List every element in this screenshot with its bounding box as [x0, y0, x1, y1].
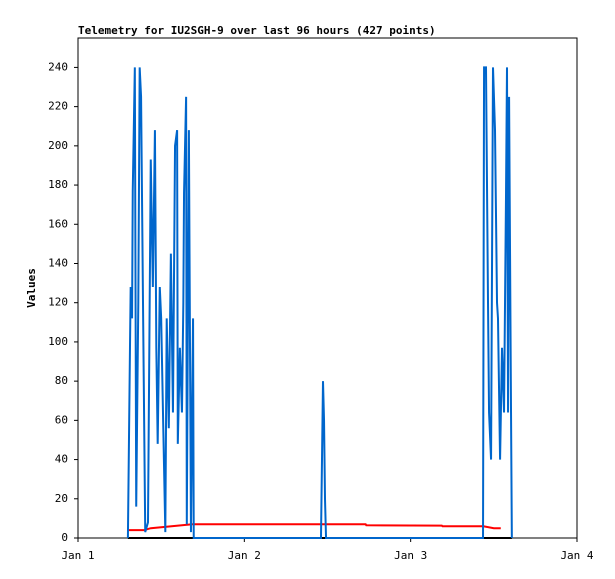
y-tick-label: 80 [55, 374, 68, 387]
y-tick-label: 220 [48, 100, 68, 113]
y-tick-label: 140 [48, 256, 68, 269]
x-tick-label: Jan 3 [394, 549, 427, 562]
y-tick-label: 40 [55, 453, 68, 466]
x-tick-label: Jan 2 [228, 549, 261, 562]
chart-title: Telemetry for IU2SGH-9 over last 96 hour… [78, 24, 436, 37]
y-tick-label: 120 [48, 296, 68, 309]
series-line [126, 66, 513, 539]
y-axis-label: Values [25, 268, 38, 308]
x-tick-label: Jan 1 [61, 549, 94, 562]
y-tick-label: 20 [55, 492, 68, 505]
y-tick-label: 160 [48, 217, 68, 230]
series-line [127, 523, 501, 532]
y-tick-label: 240 [48, 60, 68, 73]
y-tick-label: 200 [48, 139, 68, 152]
y-tick-label: 60 [55, 413, 68, 426]
y-tick-label: 100 [48, 335, 68, 348]
y-tick-label: 180 [48, 178, 68, 191]
y-tick-label: 0 [61, 531, 68, 544]
x-tick-label: Jan 4 [560, 549, 593, 562]
